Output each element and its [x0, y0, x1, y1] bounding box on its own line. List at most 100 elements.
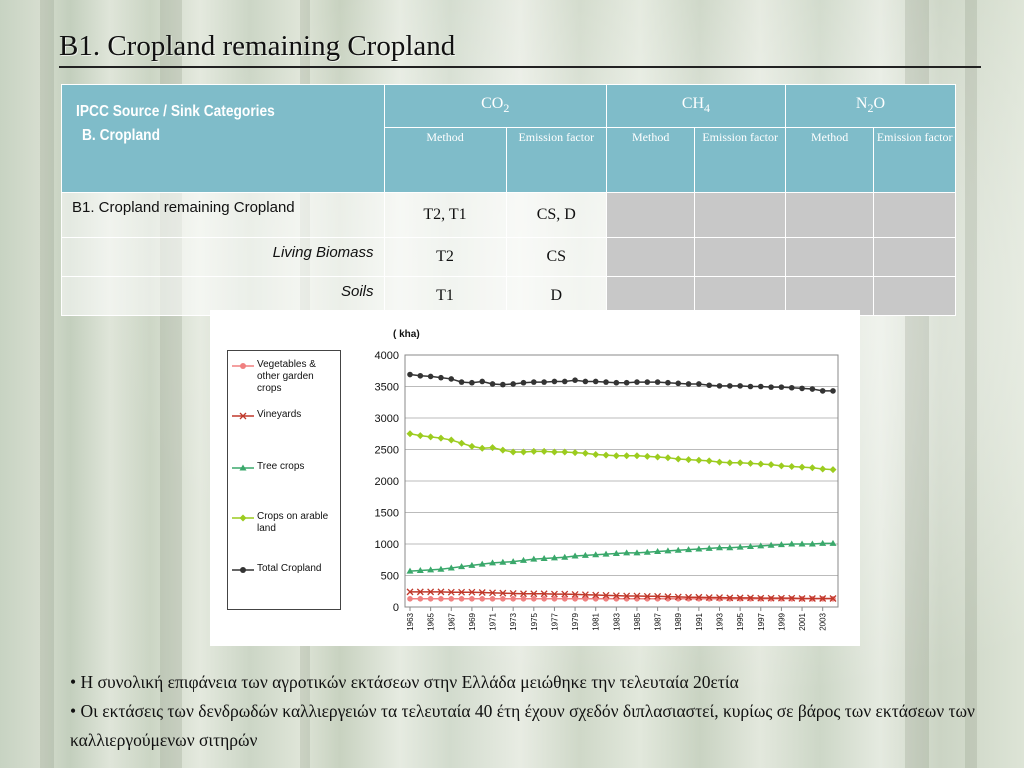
- data-point-crops-on-arable-land: [777, 462, 785, 470]
- data-point-tree-crops: [468, 561, 476, 568]
- empty-cell: [694, 192, 786, 238]
- data-point-vineyards: [592, 591, 600, 599]
- data-point-total-cropland: [448, 376, 455, 382]
- x-tick-label: 1985: [633, 612, 642, 630]
- data-point-crops-on-arable-land: [509, 448, 517, 456]
- data-point-tree-crops: [530, 555, 538, 562]
- data-point-vineyards: [819, 595, 827, 602]
- data-point-crops-on-arable-land: [612, 452, 620, 460]
- data-point-tree-crops: [705, 544, 713, 551]
- data-point-vineyards: [633, 592, 641, 600]
- data-point-crops-on-arable-land: [819, 465, 827, 473]
- data-point-crops-on-arable-land: [530, 447, 538, 455]
- empty-cell: [873, 237, 956, 277]
- legend-label: Total Cropland: [257, 563, 322, 574]
- data-point-crops-on-arable-land: [571, 449, 579, 457]
- data-point-vineyards: [664, 593, 672, 601]
- data-point-vineyards: [808, 595, 816, 602]
- row-label: Soils: [61, 276, 385, 316]
- data-point-vegetables-other-garden-crops: [417, 596, 424, 602]
- data-point-vegetables-other-garden-crops: [531, 596, 537, 602]
- cropland-chart: ( kha) 0 500 1000 1500 2000 2500 3000 3500 4000 19…: [210, 310, 860, 646]
- x-tick-label: 1997: [757, 612, 766, 630]
- data-point-total-cropland: [613, 379, 620, 386]
- data-point-total-cropland: [561, 378, 568, 385]
- data-point-crops-on-arable-land: [499, 446, 507, 454]
- data-point-tree-crops: [509, 558, 517, 565]
- y-tick-label: 500: [381, 571, 399, 583]
- subheader-method: Method: [605, 127, 696, 193]
- data-point-tree-crops: [437, 565, 445, 572]
- gas-header-ch4: CH4: [605, 84, 786, 128]
- chart-legend: Vegetables & other garden crops Vineyards…: [227, 350, 341, 610]
- empty-cell: [605, 237, 696, 277]
- data-point-total-cropland: [685, 381, 692, 387]
- data-point-vineyards: [530, 590, 538, 598]
- bullet-item: • Η συνολική επιφάνεια των αγροτικών εκτ…: [70, 672, 739, 692]
- data-point-crops-on-arable-land: [623, 452, 631, 460]
- y-tick-label: 0: [393, 602, 399, 614]
- data-point-total-cropland: [572, 377, 578, 383]
- data-point-vineyards: [685, 593, 693, 601]
- x-tick-label: 1983: [612, 612, 621, 630]
- x-tick-label: 1963: [406, 612, 415, 630]
- data-point-crops-on-arable-land: [808, 464, 816, 472]
- co2-ef-cell: CS: [505, 237, 607, 277]
- data-point-total-cropland: [427, 373, 434, 380]
- data-point-vegetables-other-garden-crops: [747, 596, 754, 602]
- data-point-vegetables-other-garden-crops: [551, 596, 558, 602]
- data-point-total-cropland: [737, 383, 743, 389]
- data-point-total-cropland: [675, 380, 682, 387]
- table-row: Soils T1 D: [61, 276, 956, 316]
- legend-swatch-tree-crops: [232, 464, 254, 471]
- x-tick-label: 1971: [489, 612, 498, 630]
- data-point-vegetables-other-garden-crops: [561, 596, 568, 602]
- data-point-vineyards: [416, 588, 424, 596]
- data-point-tree-crops: [581, 551, 589, 558]
- data-point-tree-crops: [819, 539, 827, 546]
- data-point-vegetables-other-garden-crops: [438, 596, 444, 602]
- legend-swatch-total-cropland: [232, 567, 254, 573]
- plot-area-frame: [404, 354, 839, 608]
- empty-cell: [784, 192, 875, 238]
- x-tick-label: 1993: [716, 612, 725, 630]
- background-tree-trunk: [40, 0, 54, 768]
- data-point-tree-crops: [499, 558, 507, 565]
- data-point-crops-on-arable-land: [788, 463, 796, 471]
- x-tick-label: 2003: [819, 612, 828, 630]
- data-point-tree-crops: [643, 548, 651, 555]
- data-point-tree-crops: [602, 550, 610, 557]
- title-underline: [59, 66, 981, 68]
- data-point-crops-on-arable-land: [437, 434, 445, 442]
- data-point-total-cropland: [768, 384, 774, 390]
- data-point-crops-on-arable-land: [767, 461, 775, 469]
- data-point-tree-crops: [623, 549, 631, 556]
- data-point-vegetables-other-garden-crops: [727, 596, 733, 602]
- data-point-crops-on-arable-land: [829, 466, 837, 474]
- chart-unit-label: ( kha): [393, 329, 420, 340]
- data-point-tree-crops: [829, 539, 837, 546]
- data-point-tree-crops: [571, 552, 579, 559]
- data-point-vineyards: [499, 589, 507, 597]
- data-point-vegetables-other-garden-crops: [592, 596, 599, 602]
- co2-method-cell: T2: [383, 237, 507, 277]
- bullet-item: • Οι εκτάσεις των δενδρωδών καλλιεργειών…: [70, 701, 975, 750]
- series-line-vineyards: [410, 591, 833, 600]
- data-point-tree-crops: [478, 560, 486, 567]
- data-point-vegetables-other-garden-crops: [479, 596, 486, 602]
- data-point-tree-crops: [427, 566, 435, 573]
- legend-label: Vegetables & other garden crops: [257, 359, 316, 394]
- x-tick-label: 1995: [736, 612, 745, 630]
- slide-title: B1. Cropland remaining Cropland: [59, 30, 456, 62]
- data-point-vineyards: [695, 593, 703, 601]
- data-point-tree-crops: [561, 553, 569, 560]
- data-point-crops-on-arable-land: [478, 444, 486, 452]
- data-point-tree-crops: [406, 567, 414, 574]
- data-point-tree-crops: [550, 554, 558, 561]
- data-point-tree-crops: [540, 554, 548, 561]
- data-point-vineyards: [623, 592, 631, 600]
- data-point-vegetables-other-garden-crops: [582, 596, 589, 602]
- data-point-tree-crops: [664, 547, 672, 554]
- y-tick-label: 3000: [375, 413, 399, 425]
- data-point-vineyards: [458, 588, 466, 596]
